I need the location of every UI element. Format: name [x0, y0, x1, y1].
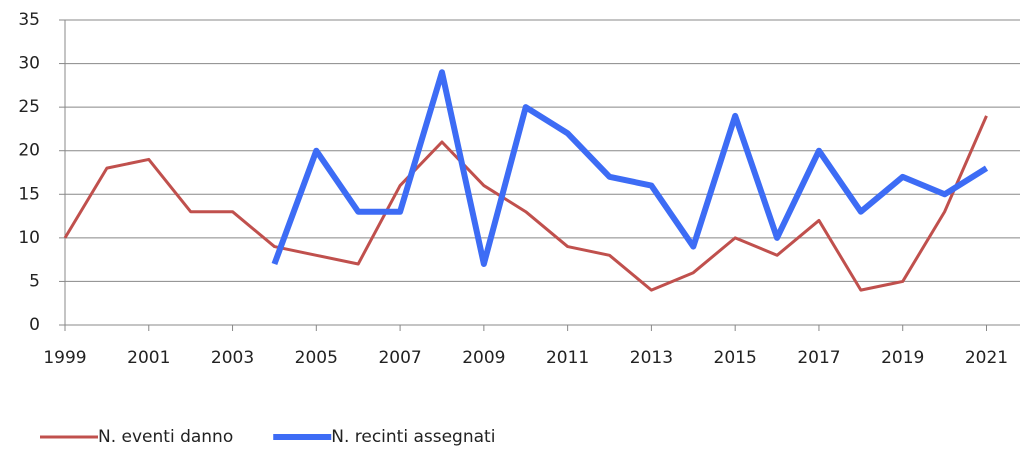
- y-tick-label: 10: [18, 228, 40, 248]
- x-tick-label: 2017: [797, 348, 840, 368]
- x-tick-label: 1999: [43, 348, 86, 368]
- x-tick-label: 2001: [127, 348, 170, 368]
- x-tick-label: 2021: [965, 348, 1008, 368]
- x-tick-label: 2015: [714, 348, 757, 368]
- legend-label: N. eventi danno: [98, 427, 233, 447]
- x-tick-label: 2003: [211, 348, 254, 368]
- y-tick-label: 20: [18, 141, 40, 161]
- y-tick-label: 30: [18, 54, 40, 74]
- y-tick-label: 0: [29, 315, 40, 335]
- y-tick-label: 15: [18, 184, 40, 204]
- x-tick-label: 2007: [378, 348, 421, 368]
- x-tick-label: 2013: [630, 348, 673, 368]
- line: [63, 115, 988, 292]
- y-tick-label: 5: [29, 271, 40, 291]
- y-tick-label: 35: [18, 10, 40, 30]
- x-tick-label: 2009: [462, 348, 505, 368]
- legend-label: N. recinti assegnati: [331, 427, 495, 447]
- line: [271, 69, 989, 267]
- x-tick-label: 2005: [295, 348, 338, 368]
- x-tick-label: 2019: [881, 348, 924, 368]
- x-tick-label: 2011: [546, 348, 589, 368]
- y-tick-label: 25: [18, 97, 40, 117]
